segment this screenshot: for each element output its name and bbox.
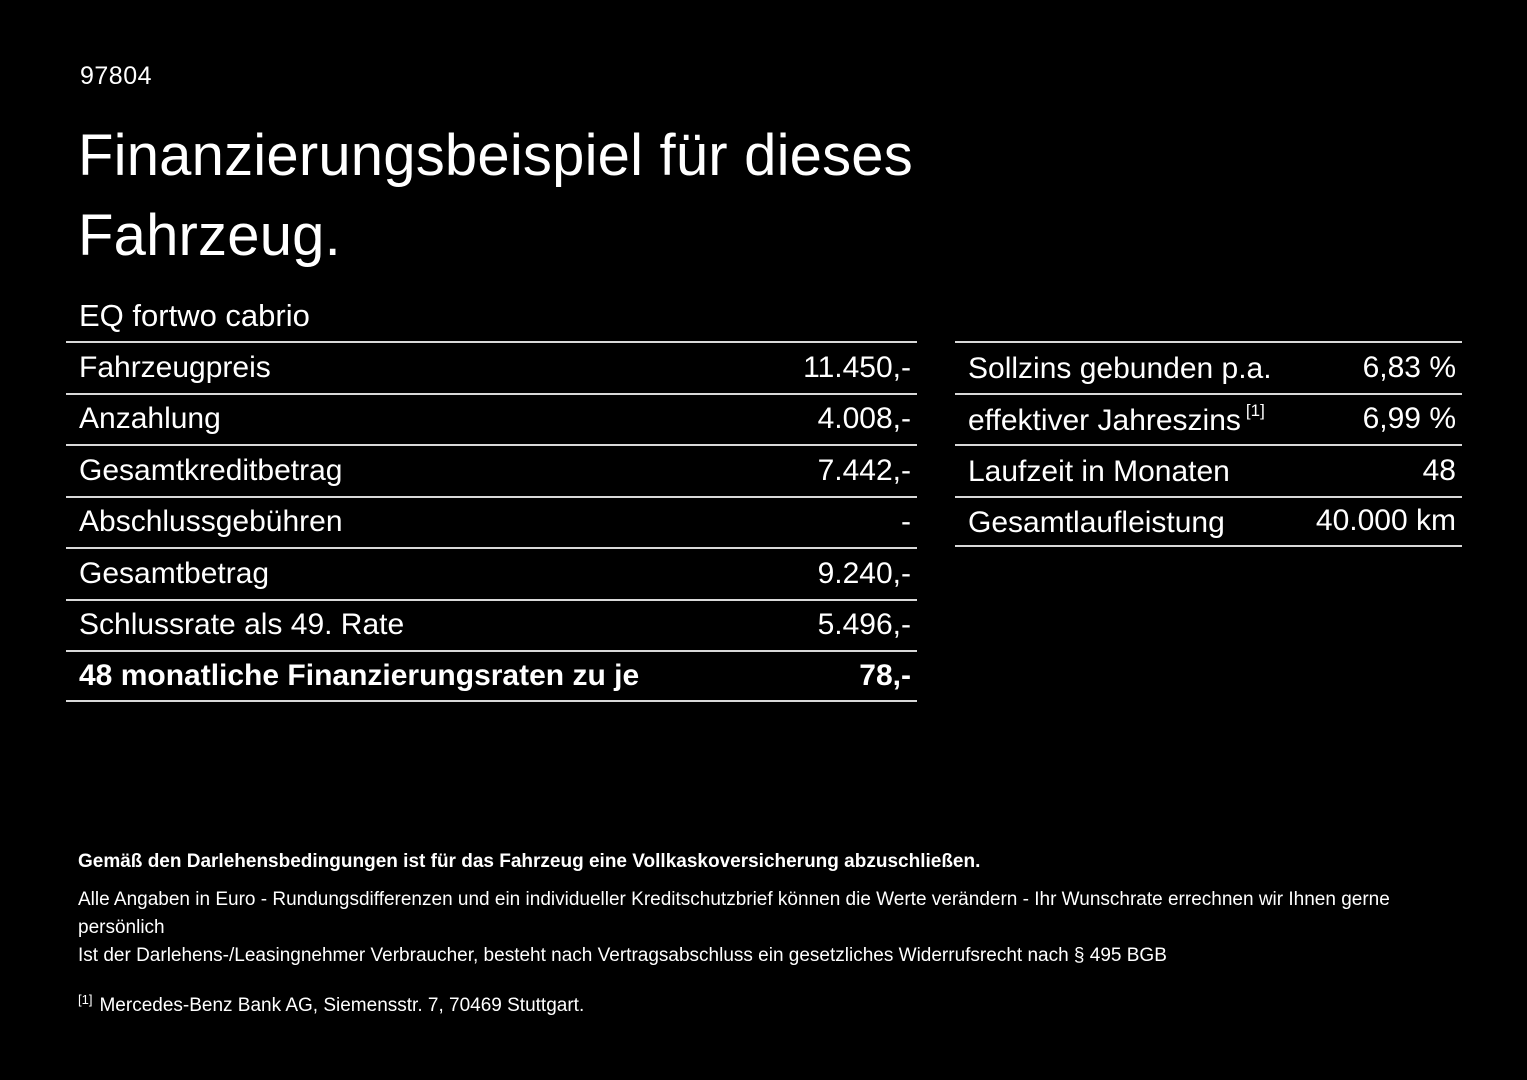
row-label: Fahrzeugpreis bbox=[79, 350, 271, 384]
page-title-line1: Finanzierungsbeispiel für dieses bbox=[78, 123, 913, 188]
row-label: Gesamtbetrag bbox=[79, 556, 270, 590]
row-value: 78,- bbox=[859, 658, 911, 692]
footer-disclaimer: Gemäß den Darlehensbedingungen ist für d… bbox=[78, 848, 1468, 1020]
footnote-ref: [1] bbox=[1245, 400, 1265, 420]
vehicle-id-number: 97804 bbox=[80, 62, 153, 90]
euro-note: Alle Angaben in Euro - Rundungsdifferenz… bbox=[78, 889, 1390, 938]
row-value: 9.240,- bbox=[817, 556, 911, 590]
page-title-line2: Fahrzeug. bbox=[78, 203, 341, 268]
row-value: 4.008,- bbox=[817, 402, 911, 436]
row-value: - bbox=[901, 505, 911, 539]
footnote-text: Mercedes-Benz Bank AG, Siemensstr. 7, 70… bbox=[99, 995, 585, 1016]
financing-table-left: Fahrzeugpreis 11.450,- Anzahlung 4.008,-… bbox=[66, 341, 917, 702]
table-row-anzahlung: Anzahlung 4.008,- bbox=[66, 392, 917, 445]
row-label: effektiver Jahreszins [1] bbox=[968, 400, 1265, 437]
table-row-laufzeit: Laufzeit in Monaten 48 bbox=[955, 444, 1462, 496]
table-row-abschlussgebuehren: Abschlussgebühren - bbox=[66, 495, 917, 548]
row-value: 6,83 % bbox=[1362, 350, 1456, 384]
vehicle-model-name: EQ fortwo cabrio bbox=[79, 298, 310, 333]
row-value: 5.496,- bbox=[817, 608, 911, 642]
row-label: 48 monatliche Finanzierungsraten zu je bbox=[79, 658, 640, 692]
table-row-schlussrate: Schlussrate als 49. Rate 5.496,- bbox=[66, 598, 917, 651]
footnote-marker: [1] bbox=[78, 992, 93, 1007]
row-label: Anzahlung bbox=[79, 402, 221, 436]
widerruf-note: Ist der Darlehens-/Leasingnehmer Verbrau… bbox=[78, 945, 1167, 966]
table-row-gesamtbetrag: Gesamtbetrag 9.240,- bbox=[66, 547, 917, 599]
row-value: 40.000 km bbox=[1315, 504, 1456, 538]
table-row-gesamtlaufleistung: Gesamtlaufleistung 40.000 km bbox=[955, 495, 1462, 547]
row-value: 11.450,- bbox=[803, 350, 911, 384]
financing-table-right: Sollzins gebunden p.a. 6,83 % effektiver… bbox=[955, 341, 1462, 547]
table-row-monatsrate: 48 monatliche Finanzierungsraten zu je 7… bbox=[66, 650, 917, 702]
row-value: 48 bbox=[1422, 453, 1456, 487]
table-row-sollzins: Sollzins gebunden p.a. 6,83 % bbox=[955, 341, 1462, 393]
row-label: Schlussrate als 49. Rate bbox=[79, 608, 405, 642]
row-label: Abschlussgebühren bbox=[79, 505, 343, 539]
row-label: Gesamtlaufleistung bbox=[968, 505, 1225, 539]
bank-footnote: [1] Mercedes-Benz Bank AG, Siemensstr. 7,… bbox=[78, 986, 1468, 1020]
row-value: 6,99 % bbox=[1362, 402, 1456, 436]
row-value: 7.442,- bbox=[817, 453, 911, 487]
row-label: Sollzins gebunden p.a. bbox=[968, 352, 1272, 386]
insurance-note: Gemäß den Darlehensbedingungen ist für d… bbox=[78, 851, 981, 872]
row-label: Laufzeit in Monaten bbox=[968, 455, 1230, 489]
table-row-gesamtkreditbetrag: Gesamtkreditbetrag 7.442,- bbox=[66, 444, 917, 496]
table-row-effektiver-jahreszins: effektiver Jahreszins [1] 6,99 % bbox=[955, 392, 1462, 445]
page-title: Finanzierungsbeispiel für dieses Fahrzeug… bbox=[78, 116, 913, 276]
row-label: Gesamtkreditbetrag bbox=[79, 453, 343, 487]
table-row-fahrzeugpreis: Fahrzeugpreis 11.450,- bbox=[66, 341, 917, 393]
